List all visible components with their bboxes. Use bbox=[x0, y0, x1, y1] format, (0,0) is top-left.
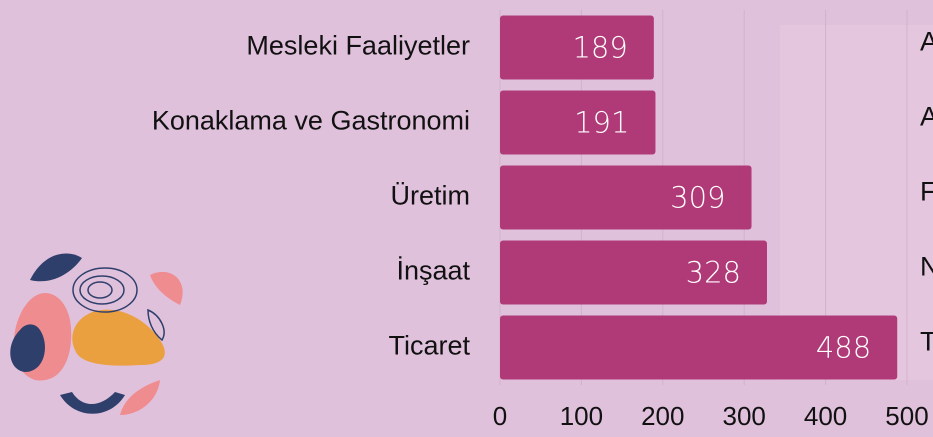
side-label: A bbox=[920, 102, 933, 132]
y-tick-label: Mesleki Faaliyetler bbox=[246, 31, 470, 61]
y-tick-label: Konaklama ve Gastronomi bbox=[152, 106, 470, 136]
x-tick-label: 100 bbox=[560, 401, 603, 431]
chart: 0 100 200 300 400 500 Mesleki Faaliyetler 189 Ko… bbox=[0, 0, 933, 437]
y-tick-label: Üretim bbox=[391, 181, 471, 211]
value-label: 189 bbox=[572, 31, 627, 65]
side-label: F bbox=[920, 177, 933, 207]
side-label: N bbox=[920, 252, 933, 282]
x-tick-label: 500 bbox=[885, 401, 928, 431]
y-tick-label: Ticaret bbox=[388, 331, 470, 361]
x-tick-label: 0 bbox=[493, 401, 507, 431]
y-tick-label: İnşaat bbox=[396, 255, 470, 286]
value-label: 488 bbox=[816, 331, 871, 365]
value-label: 328 bbox=[686, 256, 741, 290]
side-label: T bbox=[920, 327, 933, 357]
value-label: 191 bbox=[574, 106, 629, 140]
x-tick-label: 400 bbox=[804, 401, 847, 431]
x-tick-label: 200 bbox=[641, 401, 684, 431]
value-label: 309 bbox=[670, 181, 725, 215]
side-label: A bbox=[920, 27, 933, 57]
x-tick-label: 300 bbox=[723, 401, 766, 431]
